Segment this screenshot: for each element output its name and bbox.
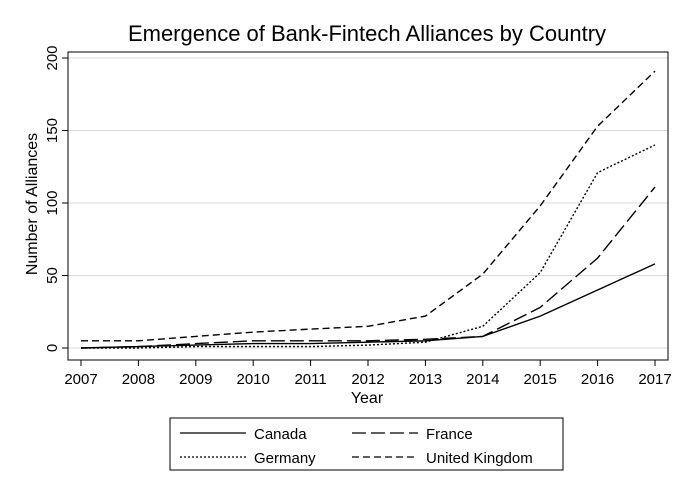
x-tick-label-2009: 2009 bbox=[179, 371, 212, 388]
x-tick-label-2013: 2013 bbox=[409, 371, 442, 388]
y-tick-label-0: 0 bbox=[44, 344, 61, 352]
x-tick-label-2011: 2011 bbox=[294, 371, 326, 388]
x-tick-label-2014: 2014 bbox=[466, 371, 499, 388]
legend-box bbox=[169, 417, 564, 471]
legend-label-france: France bbox=[426, 426, 473, 443]
axes: 0 50 100 150 200 2007 2008 2009 2010 2011 2012 2013… bbox=[44, 45, 672, 388]
x-tick-label-2007: 2007 bbox=[64, 371, 97, 388]
series-line-germany bbox=[81, 144, 656, 349]
x-tick-label-2016: 2016 bbox=[581, 371, 614, 388]
x-tick-label-2010: 2010 bbox=[237, 371, 270, 388]
x-tick-label-2012: 2012 bbox=[351, 371, 384, 388]
x-axis-label: Year bbox=[351, 390, 384, 407]
x-tick-label-2017: 2017 bbox=[638, 371, 671, 388]
x-tick-label-2008: 2008 bbox=[122, 371, 155, 388]
series-line-canada bbox=[80, 263, 656, 349]
y-tick-label-200: 200 bbox=[44, 45, 61, 70]
y-tick-label-50: 50 bbox=[44, 267, 61, 284]
legend: Canada France Germany United Kingdom bbox=[169, 417, 564, 471]
grid bbox=[68, 57, 668, 349]
y-tick-label-150: 150 bbox=[44, 118, 61, 143]
chart-title: Emergence of Bank-Fintech Alliances by C… bbox=[128, 21, 606, 46]
legend-label-united-kingdom: United Kingdom bbox=[426, 450, 533, 467]
series-lines bbox=[80, 70, 656, 349]
series-line-united-kingdom bbox=[81, 70, 656, 342]
series-line-france bbox=[80, 186, 656, 349]
legend-label-canada: Canada bbox=[254, 426, 307, 443]
y-axis-label: Number of Alliances bbox=[24, 133, 41, 275]
y-tick-label-100: 100 bbox=[44, 190, 61, 215]
legend-label-germany: Germany bbox=[254, 450, 316, 467]
x-tick-label-2015: 2015 bbox=[524, 371, 557, 388]
